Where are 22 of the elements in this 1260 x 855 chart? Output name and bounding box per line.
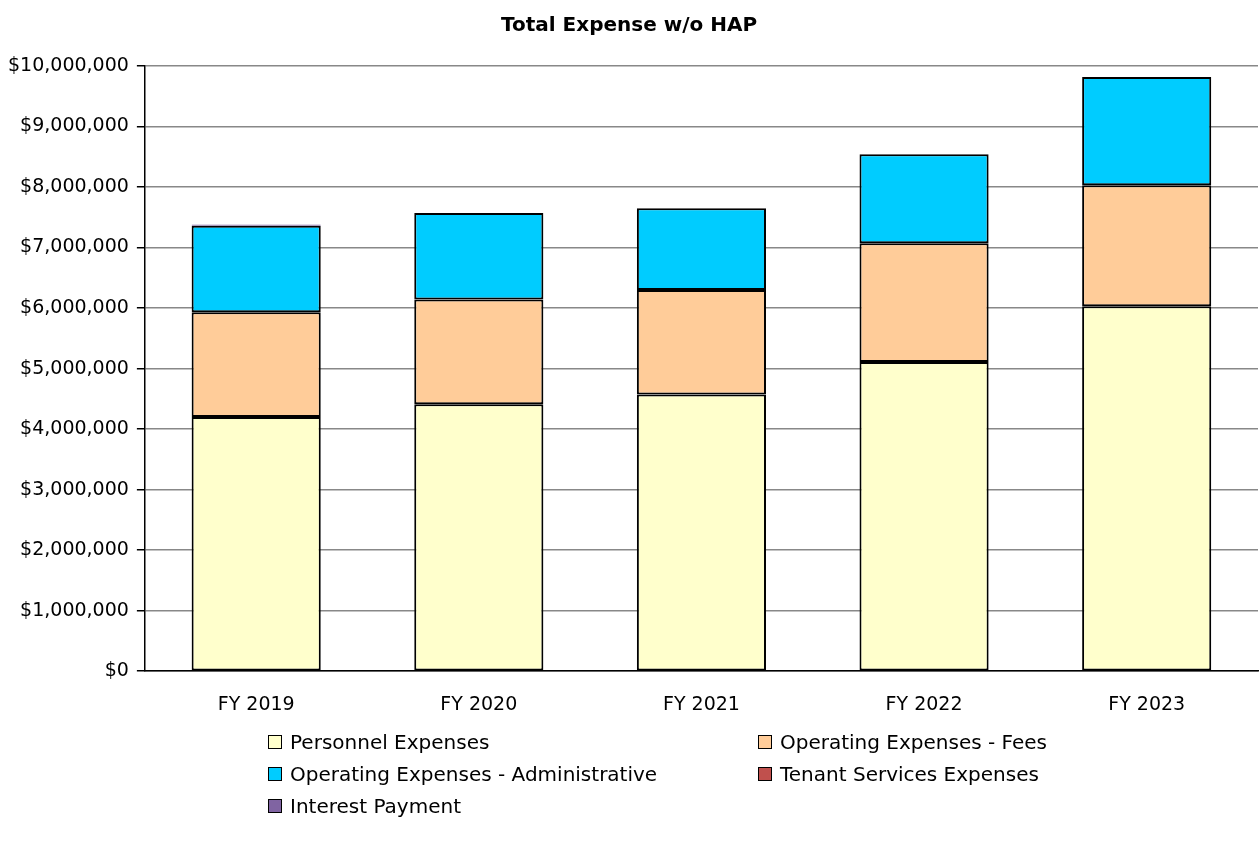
y-tick-label: $4,000,000 xyxy=(20,416,129,439)
chart-title: Total Expense w/o HAP xyxy=(500,12,758,37)
y-tick-label: $1,000,000 xyxy=(20,597,129,620)
legend-label: Tenant Services Expenses xyxy=(780,762,1039,786)
legend-label: Operating Expenses - Administrative xyxy=(290,762,658,786)
legend-label: Interest Payment xyxy=(290,794,461,818)
y-tick-label: $6,000,000 xyxy=(20,295,129,318)
y-tick-label: $10,000,000 xyxy=(8,52,129,75)
y-tick-label: $7,000,000 xyxy=(20,234,129,257)
legend-label: Personnel Expenses xyxy=(290,730,490,754)
x-tick-label: FY 2021 xyxy=(662,691,740,714)
x-tick-label: FY 2023 xyxy=(1108,691,1186,714)
x-tick-label: FY 2022 xyxy=(885,691,963,714)
y-tick-label: $0 xyxy=(104,658,129,681)
y-tick-label: $3,000,000 xyxy=(20,476,129,499)
y-tick-label: $9,000,000 xyxy=(20,113,129,136)
y-tick-label: $2,000,000 xyxy=(20,537,129,560)
x-tick-label: FY 2020 xyxy=(440,691,518,714)
y-tick-label: $8,000,000 xyxy=(20,173,129,196)
legend-label: Operating Expenses - Fees xyxy=(780,730,1048,754)
y-tick-label: $5,000,000 xyxy=(20,355,129,378)
x-tick-label: FY 2019 xyxy=(217,691,295,714)
